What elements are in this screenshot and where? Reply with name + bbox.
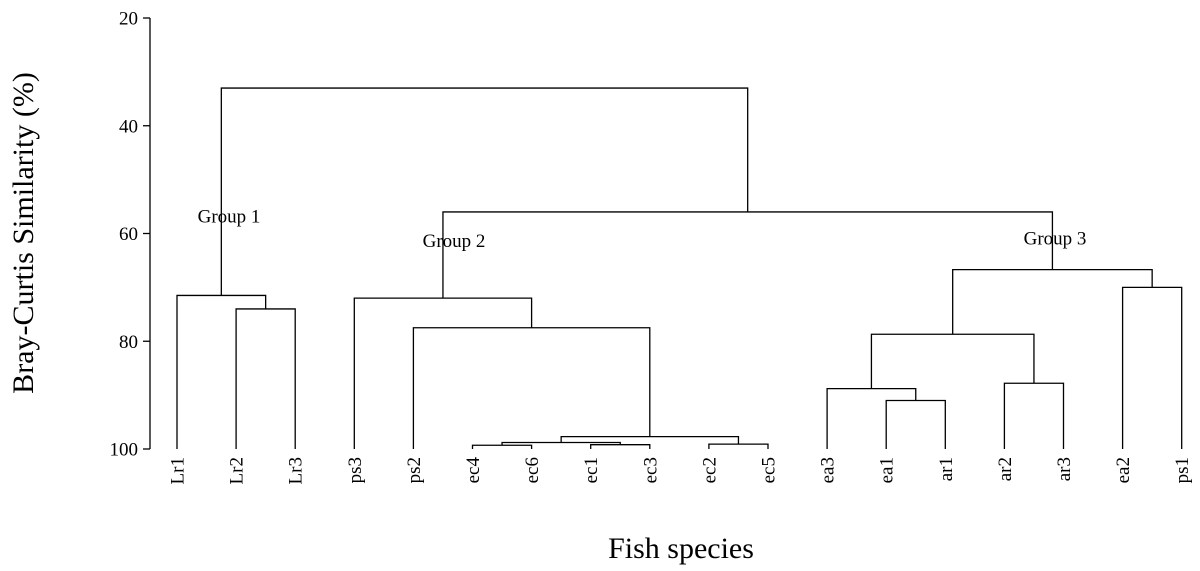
dendrogram-link bbox=[471, 444, 533, 449]
dendrogram-link bbox=[870, 333, 1035, 389]
y-tick-label: 20 bbox=[119, 9, 138, 30]
leaf-label: ps2 bbox=[404, 457, 425, 483]
dendrogram-link bbox=[885, 399, 946, 449]
y-tick-label: 60 bbox=[119, 224, 138, 245]
dendrogram-link bbox=[708, 443, 769, 449]
leaf-label: ea3 bbox=[818, 457, 839, 483]
leaf-labels: Lr1 Lr2 Lr3 ps3 ps2 ec4 ec6 ec1 ec3 ec2 ec5 ea3 ea1 a… bbox=[168, 457, 1194, 485]
group-label: Group 1 bbox=[198, 207, 261, 228]
leaf-label: ar2 bbox=[995, 457, 1016, 481]
x-axis-title: Fish species bbox=[608, 532, 754, 565]
leaf-label: ec1 bbox=[581, 457, 602, 483]
dendrogram-link bbox=[1121, 286, 1183, 449]
dendrogram-link bbox=[220, 87, 749, 296]
leaf-label: ec2 bbox=[699, 457, 720, 483]
leaf-label: ec3 bbox=[640, 457, 661, 483]
leaf-label: ec4 bbox=[463, 457, 484, 484]
dendrogram-link bbox=[353, 297, 533, 449]
y-tick-label: 40 bbox=[119, 116, 138, 137]
group-annotations: Group 1 Group 2 Group 3 bbox=[198, 207, 1087, 252]
leaf-label: Lr3 bbox=[286, 457, 307, 484]
leaf-label: ar1 bbox=[936, 457, 957, 481]
dendrogram-link bbox=[412, 327, 651, 449]
dendrogram-link bbox=[176, 294, 267, 449]
y-tick-label: 80 bbox=[119, 332, 138, 353]
dendrogram-link bbox=[235, 308, 296, 449]
leaf-label: ar3 bbox=[1054, 457, 1075, 481]
dendrogram-link bbox=[590, 444, 651, 449]
leaf-label: ec5 bbox=[759, 457, 780, 483]
dendrogram-link bbox=[1003, 382, 1065, 449]
leaf-label: ea1 bbox=[877, 457, 898, 483]
y-axis-title: Bray-Curtis Similarity (%) bbox=[7, 72, 40, 394]
leaf-label: Lr1 bbox=[168, 457, 189, 484]
leaf-label: ps3 bbox=[345, 457, 366, 483]
leaf-label: ec6 bbox=[522, 457, 543, 483]
group-label: Group 2 bbox=[423, 231, 486, 252]
dendrogram-link bbox=[442, 211, 1054, 299]
y-axis: 20 40 60 80 100 bbox=[110, 9, 151, 461]
dendrogram-links bbox=[176, 87, 1183, 449]
group-label: Group 3 bbox=[1024, 228, 1087, 249]
leaf-label: ea2 bbox=[1113, 457, 1134, 483]
leaf-label: Lr2 bbox=[227, 457, 248, 484]
dendrogram-link bbox=[826, 388, 917, 449]
y-tick-label: 100 bbox=[110, 440, 139, 461]
leaf-label: ps1 bbox=[1172, 457, 1193, 483]
